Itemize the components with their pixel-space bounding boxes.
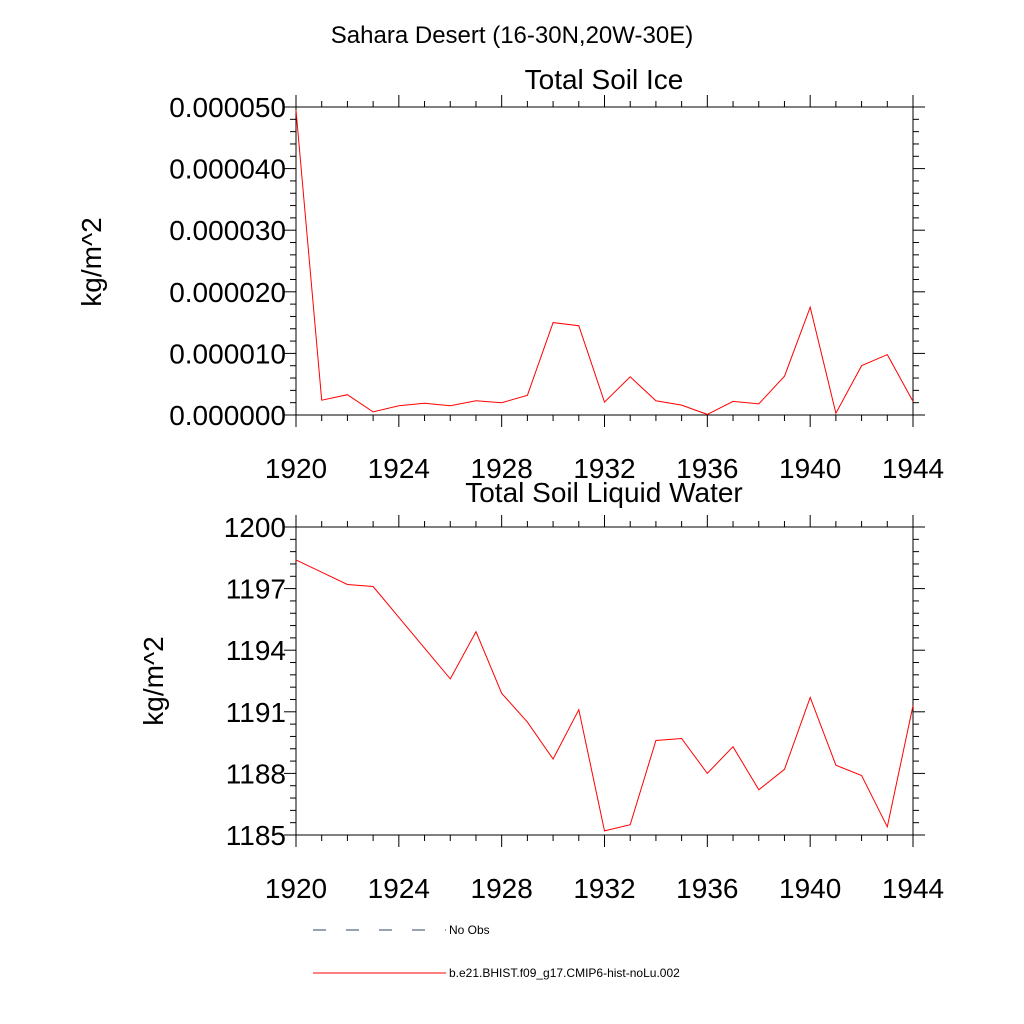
x-tick-label: 1944	[882, 453, 944, 484]
x-tick-label: 1920	[265, 873, 327, 904]
y-axis-label: kg/m^2	[76, 217, 107, 306]
y-tick-labels: 1185 1188 1191 1194 1197 1200	[224, 512, 286, 851]
y-tick-label: 1194	[226, 635, 286, 666]
y-tick-label: 0.000010	[169, 338, 286, 369]
y-tick-label: 0.000040	[169, 154, 286, 185]
x-tick-label: 1924	[368, 873, 430, 904]
x-tick-label: 1932	[573, 873, 635, 904]
plot-frame	[295, 526, 914, 836]
series-line	[295, 110, 914, 415]
figure-suptitle: Sahara Desert (16-30N,20W-30E)	[331, 22, 693, 49]
x-tick-label: 1920	[265, 453, 327, 484]
series-lines	[295, 110, 914, 415]
x-tick-label: 1928	[471, 873, 533, 904]
x-tick-label: 1936	[676, 873, 738, 904]
legend-label: No Obs	[449, 923, 490, 937]
panel-total-soil-ice: Total Soil Ice kg/m^2 1920 1924 1928 1932 19…	[76, 64, 944, 484]
x-tick-label: 1940	[779, 873, 841, 904]
series-line	[295, 559, 914, 832]
x-tick-label: 1932	[573, 453, 635, 484]
y-tick-label: 1200	[224, 512, 286, 543]
x-tick-label: 1936	[676, 453, 738, 484]
y-tick-label: 0.000020	[169, 277, 286, 308]
y-tick-label: 1185	[226, 820, 286, 851]
panel-title: Total Soil Liquid Water	[465, 477, 743, 508]
x-tick-label: 1924	[368, 453, 430, 484]
legend: No Obs b.e21.BHIST.f09_g17.CMIP6-hist-no…	[313, 923, 680, 980]
series-lines	[295, 559, 914, 832]
x-tick-label: 1928	[471, 453, 533, 484]
x-tick-label: 1944	[882, 873, 944, 904]
legend-entry-no-obs: No Obs	[313, 923, 490, 937]
y-tick-label: 0.000030	[169, 215, 286, 246]
legend-entry-model-run: b.e21.BHIST.f09_g17.CMIP6-hist-noLu.002	[313, 966, 680, 980]
y-tick-label: 0.000050	[169, 92, 286, 123]
panel-title: Total Soil Ice	[525, 64, 684, 95]
y-tick-label: 0.000000	[169, 400, 286, 431]
plot-frame	[295, 106, 914, 416]
y-tick-label: 1191	[226, 697, 286, 728]
axis-ticks	[284, 95, 925, 427]
y-tick-labels: 0.000000 0.000010 0.000020 0.000030 0.000040…	[169, 92, 286, 431]
x-tick-labels: 1920 1924 1928 1932 1936 1940 1944	[265, 873, 944, 904]
panel-total-soil-liquid-water: Total Soil Liquid Water kg/m^2 1920 1924 1…	[138, 477, 944, 904]
legend-label: b.e21.BHIST.f09_g17.CMIP6-hist-noLu.002	[449, 966, 680, 980]
x-tick-label: 1940	[779, 453, 841, 484]
y-tick-label: 1197	[226, 574, 286, 605]
x-tick-labels: 1920 1924 1928 1932 1936 1940 1944	[265, 453, 944, 484]
axis-ticks	[284, 515, 925, 847]
y-axis-label: kg/m^2	[138, 636, 169, 725]
y-tick-label: 1188	[226, 758, 286, 789]
